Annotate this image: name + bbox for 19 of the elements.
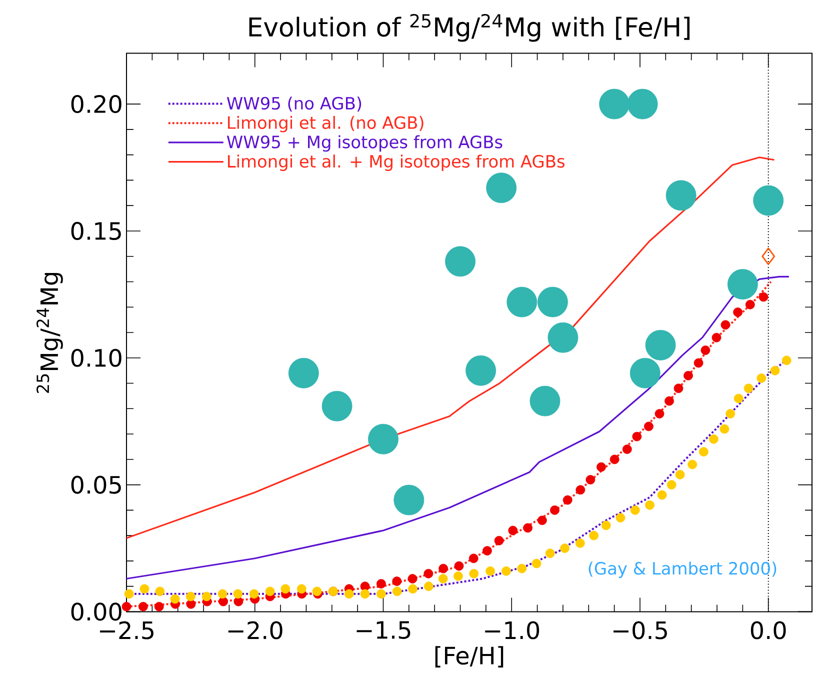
- chart-title: Evolution of $^{25}$Mg/$^{24}$Mg with [Fe/H]: [249, 14, 690, 42]
- annotation: (Gay & Lambert 2000): [588, 562, 776, 578]
- x-tick-label: −0.5: [613, 621, 667, 640]
- y-tick-label: 0.05: [71, 476, 121, 494]
- x-tick-label: −2.5: [100, 621, 154, 640]
- x-tick-label: −1.5: [356, 621, 410, 639]
- y-tick-label: 0.20: [71, 95, 122, 114]
- y-tick-label: 0.00: [71, 602, 122, 621]
- legend-label: Limongi et al. + Mg isotopes from AGBs: [228, 154, 564, 171]
- legend-label: WW95 (no AGB): [226, 96, 362, 112]
- legend-label: WW95 + Mg isotopes from AGBs: [226, 135, 502, 152]
- legend-label: Limongi et al. (no AGB): [228, 116, 424, 132]
- x-tick-label: 0.0: [750, 621, 786, 640]
- y-tick-label: 0.10: [71, 348, 122, 367]
- y-tick-label: 0.15: [71, 222, 121, 240]
- x-tick-label: −2.0: [228, 621, 282, 640]
- y-axis-title: $^{25}$Mg/$^{24}$Mg: [36, 273, 63, 393]
- x-tick-label: −1.0: [485, 621, 540, 640]
- x-axis-title: [Fe/H]: [435, 646, 504, 668]
